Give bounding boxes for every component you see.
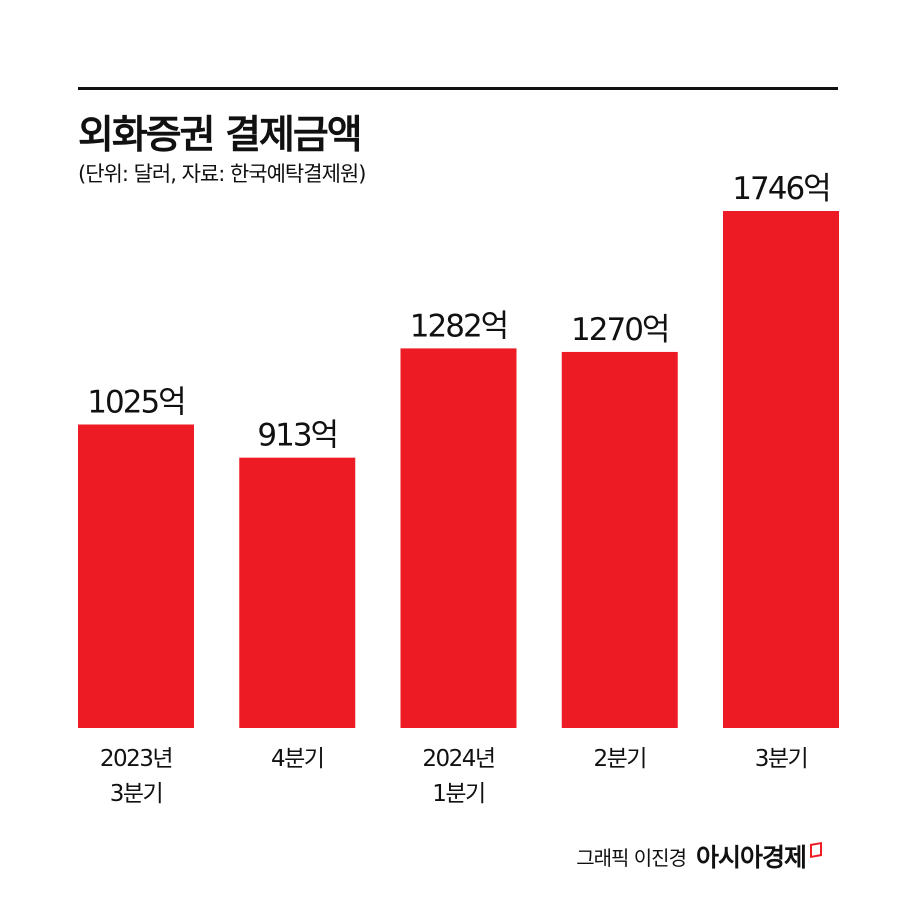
bar	[78, 424, 194, 728]
x-tick-label: 2023년	[100, 746, 172, 772]
chart-subtitle: (단위: 달러, 자료: 한국예탁결제원)	[78, 162, 366, 186]
top-rule	[78, 87, 838, 90]
bar	[561, 351, 678, 728]
data-label: 1746억	[732, 171, 829, 207]
x-tick-label: 3분기	[755, 746, 807, 772]
chart-title: 외화증권 결제금액	[78, 113, 363, 158]
x-tick-label: 2분기	[594, 746, 646, 772]
logo-mark-icon	[810, 841, 822, 859]
bar	[239, 457, 356, 728]
x-tick-label: 3분기	[110, 781, 162, 807]
x-tick-label: 2024년	[422, 746, 494, 772]
data-label: 1282억	[410, 308, 507, 344]
bar	[723, 211, 839, 728]
bar	[400, 348, 517, 728]
publisher-logo: 아시아경제	[695, 843, 807, 872]
graphic-byline: 그래픽 이진경	[576, 845, 687, 870]
data-label: 1025억	[87, 384, 184, 420]
data-label: 913억	[257, 418, 337, 454]
credit: 그래픽 이진경 아시아경제	[576, 838, 822, 874]
data-label: 1270억	[571, 312, 668, 348]
x-tick-label: 1분기	[432, 781, 484, 807]
x-tick-label: 4분기	[271, 746, 323, 772]
